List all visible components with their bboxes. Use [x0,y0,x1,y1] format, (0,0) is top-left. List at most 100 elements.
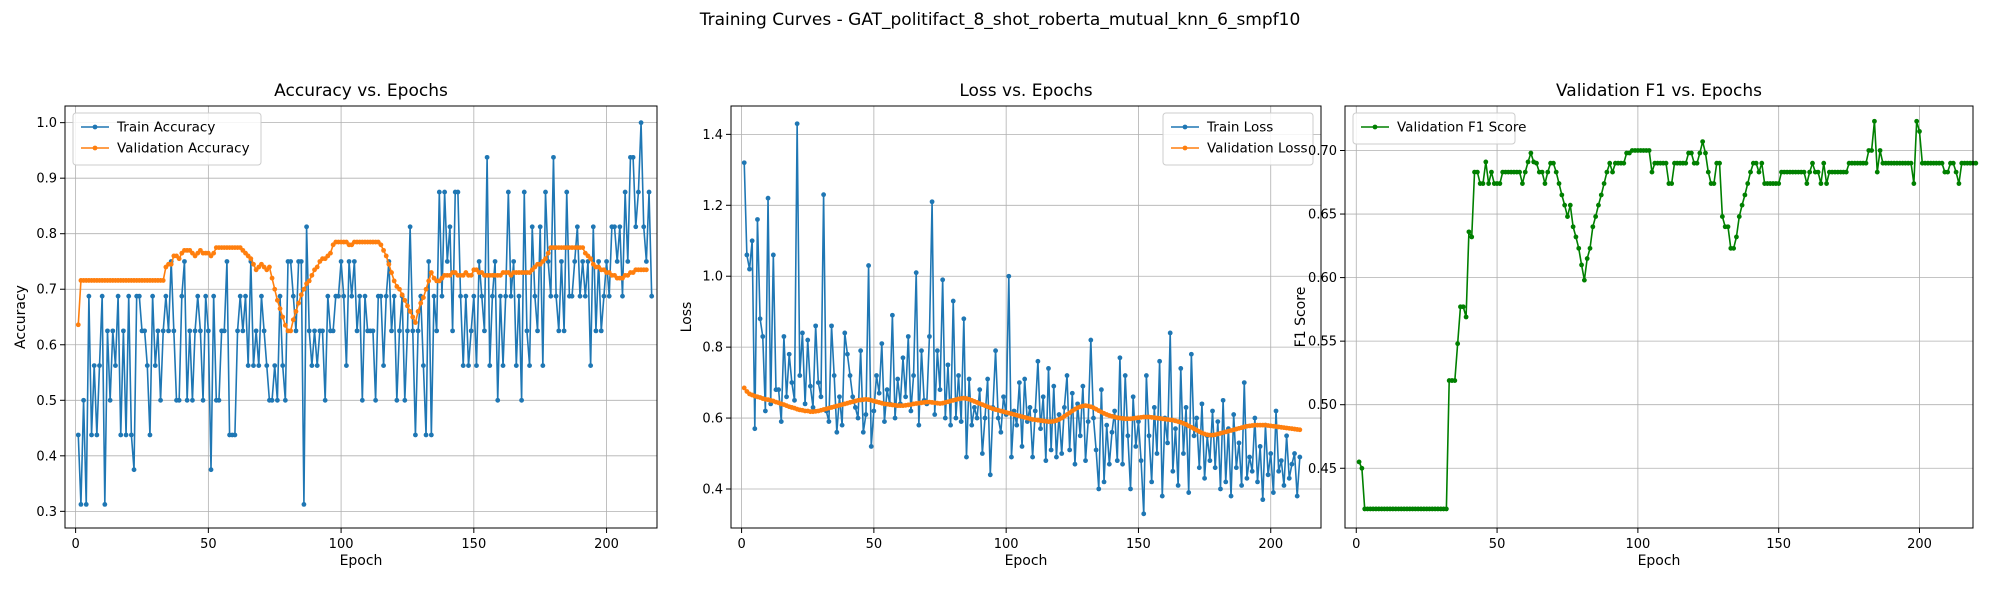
data-point [622,189,628,195]
data-point [282,397,288,403]
data-point [1030,454,1036,460]
data-point [588,363,594,368]
data-point [405,303,410,309]
data-point [556,328,562,334]
data-point [1260,497,1266,503]
legend-entry-label: Validation Loss [1207,141,1308,157]
data-point [1109,429,1115,435]
data-point [598,328,604,334]
data-point [1956,181,1962,186]
data-point [383,293,389,299]
accuracy-panel: 0 50 100 150 200 0.3 0.4 0.5 0.6 0.7 0.8 0.9 1.0 Accu… [13,81,658,569]
data-point [243,293,248,299]
data-point [964,454,969,460]
data-point [1908,160,1914,166]
data-point [1973,160,1979,166]
data-point [1584,256,1590,261]
data-point [612,224,617,230]
data-point [492,259,498,264]
data-point [792,397,797,403]
data-point [274,297,280,303]
data-point [521,189,527,195]
data-point [179,293,185,299]
data-point [386,261,392,267]
data-point [1776,181,1782,186]
data-point [802,401,808,407]
x-tick-label: 50 [1489,537,1506,552]
data-point [1281,483,1287,488]
data-point [397,328,402,334]
data-point [288,259,294,264]
data-point [625,259,631,264]
data-point [1191,433,1197,439]
legend: Train Loss Validation Loss [1162,112,1314,166]
data-point [423,286,429,292]
data-point [314,363,320,368]
data-point [1804,181,1810,186]
data-point [1596,202,1601,208]
data-point [428,432,434,438]
y-tick-label: 0.4 [36,449,57,464]
data-point [638,120,644,126]
data-point [272,286,278,292]
data-point [1869,148,1875,153]
axes-frame [64,105,658,529]
data-point [1093,447,1099,453]
data-point [956,373,961,378]
data-point [1567,202,1573,208]
data-point [1128,486,1133,492]
data-point [1046,366,1051,371]
data-point [1035,358,1041,364]
data-point [304,224,309,230]
data-point [641,224,647,230]
data-point [1297,427,1303,433]
data-point [1703,150,1708,156]
data-point [1705,169,1711,175]
data-point [1452,378,1458,383]
data-point [346,259,352,264]
data-point [606,293,612,299]
data-point [1711,181,1717,186]
data-point [426,259,432,264]
data-point [855,415,861,421]
data-point [290,317,296,323]
data-point [1088,337,1094,343]
data-point [1091,415,1096,421]
data-point [752,426,758,432]
data-point [389,328,394,334]
data-point [431,293,437,299]
data-point [436,189,442,195]
data-point [389,270,394,275]
data-point [620,293,625,299]
data-point [126,293,132,299]
data-point [529,224,535,230]
data-point [839,422,845,428]
data-point [845,351,850,357]
data-point [508,293,514,299]
data-point [532,293,538,299]
data-point [1748,169,1753,175]
data-point [158,397,163,403]
data-point [1096,486,1102,492]
y-tick-label: 0.4 [702,482,723,497]
data-point [136,293,142,299]
data-point [884,387,890,393]
data-point [945,362,951,368]
data-point [1106,461,1112,467]
data-point [1019,444,1025,449]
data-point [1059,451,1065,456]
data-point [643,267,649,273]
data-point [442,189,448,195]
data-point [314,264,320,270]
data-point [1843,169,1849,175]
data-point [815,380,821,386]
data-point [484,154,490,160]
data-point [776,387,782,393]
y-tick-label: 0.9 [36,172,57,187]
data-point [1939,160,1945,166]
data-point [1085,419,1091,425]
data-point [160,328,166,334]
legend-swatch-marker [92,145,98,151]
data-point [1112,408,1118,414]
data-point [298,292,304,298]
